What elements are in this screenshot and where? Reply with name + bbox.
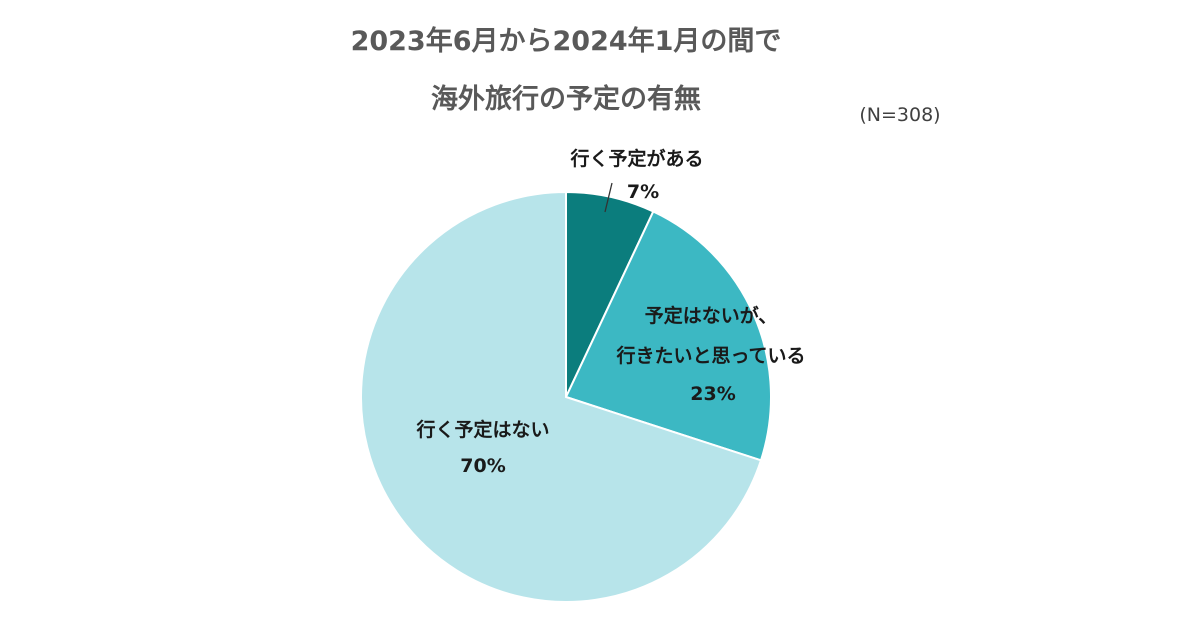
- slice-label: 行く予定がある: [569, 147, 703, 170]
- slice-value-label: 70%: [460, 455, 505, 477]
- slice-value-label: 7%: [627, 181, 659, 203]
- slice-label: 行く予定はない: [415, 418, 549, 441]
- chart-title: 2023年6月から2024年1月の間で: [351, 25, 782, 57]
- slice-leader-line: [604, 182, 613, 213]
- chart-subtitle: 海外旅行の予定の有無: [431, 83, 701, 115]
- pie-slice-2: [360, 190, 763, 603]
- slice-value-label: 23%: [690, 383, 735, 405]
- slice-label: 予定はないが、: [645, 304, 778, 327]
- pie-slices: [360, 190, 772, 603]
- sample-size-note: (N=308): [859, 104, 940, 126]
- pie-slice-1: [564, 210, 772, 462]
- slice-label: 行きたいと思っている: [615, 344, 805, 367]
